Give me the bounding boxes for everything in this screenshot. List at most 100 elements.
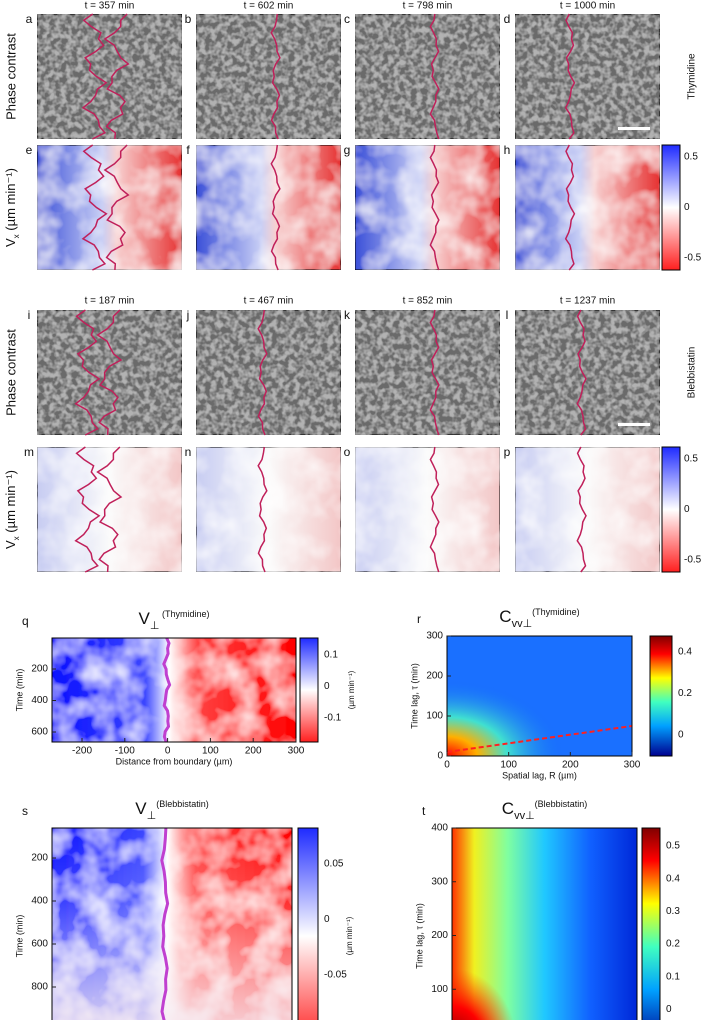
boundary-line [270,144,281,271]
velocity-map [354,144,501,271]
y-tick-label: 600 [31,727,48,738]
panel-label: k [344,308,351,322]
y-tick-label: 0 [437,751,443,762]
colorbar-unit: (µm min⁻¹) [345,916,354,955]
title-sup: (Thymidine) [159,609,209,619]
colorbar [661,446,681,573]
colorbar-tick-label: 0 [324,681,330,692]
colorbar-tick-label: 0 [678,730,684,741]
boundary-line [81,13,108,140]
scale-bar [618,423,650,426]
boundary-line [429,446,440,573]
panel-label: n [185,445,192,459]
colorbar [650,636,672,756]
phase-image [195,309,342,436]
phase-image [36,13,183,140]
velocity-map [514,446,661,573]
colorbar-tick-label: 0.4 [666,873,680,884]
drug-label: Thymidine [687,53,698,100]
colorbar-tick-label: 0.4 [678,647,692,658]
velocity-map [36,446,183,573]
time-label: t = 602 min [244,1,294,12]
velocity-map [36,144,183,271]
y-tick-label: 200 [431,930,448,941]
colorbar-tick-label: 0.5 [666,841,680,852]
row-label-sub: x [12,536,21,540]
x-tick-label: 200 [245,746,262,757]
title-main: V [135,799,147,818]
heatmap [52,638,296,742]
panel-label: f [186,143,190,157]
row-label-unit: (µm min⁻¹) [3,470,18,536]
phase-image [354,13,501,140]
y-axis-label: Time (min) [14,915,24,958]
title-sup: (Blebbistatin) [535,799,588,809]
heatmap-overlay [52,828,292,1020]
time-label: t = 187 min [85,296,135,307]
colorbar-tick-label: 0.3 [666,906,680,917]
boundary-line [96,309,123,436]
plot-title: Cvv⊥(Blebbistatin) [502,799,587,822]
colorbar-tick-label: 0 [666,1004,672,1015]
y-tick-label: 100 [431,984,448,995]
panel-label: d [504,12,511,26]
time-label: t = 852 min [403,296,453,307]
plot-frame [446,635,633,757]
panel-label: i [28,308,31,322]
title-sub: vv⊥ [512,618,533,630]
panel-label: e [26,143,33,157]
colorbar [300,638,318,742]
boundary-line [257,309,268,436]
time-label: t = 467 min [244,296,294,307]
x-tick-label: 300 [624,760,641,771]
velocity-map [195,446,342,573]
time-label: t = 1000 min [560,1,615,12]
colorbar-tick-label: -0.5 [684,253,702,264]
title-sup: (Blebbistatin) [156,799,209,809]
colorbar-tick-label: 0.1 [666,971,680,982]
panel-label: c [344,12,350,26]
time-label: t = 798 min [403,1,453,12]
title-sub: vv⊥ [514,810,535,822]
colorbar-tick-label: -0.05 [324,970,347,981]
colorbar-frame [297,827,319,1020]
plot-title: V⊥ (Thymidine) [139,609,210,632]
colorbar-tick-label: 0 [684,504,690,515]
boundary-line [429,309,440,436]
boundary-line [564,13,576,140]
panel-label: j [186,308,190,322]
colorbar-tick-label: -0.1 [324,713,342,724]
panel-label: a [26,12,33,26]
time-label: t = 1237 min [560,296,615,307]
x-tick-label: -100 [115,746,135,757]
y-tick-label: 300 [431,876,448,887]
colorbar [642,828,660,1020]
phase-image [514,13,661,140]
boundary-line [429,13,440,140]
scale-bar [618,127,650,130]
y-axis-label: Time (min) [14,669,24,712]
y-axis-label: Time lag, τ (min) [414,903,424,969]
drug-label: Blebbistatin [687,347,698,399]
colorbar-tick-label: 0.2 [678,688,692,699]
y-tick-label: 200 [426,671,443,682]
colorbar-tick-label: 0.1 [324,650,338,661]
colorbar-tick-label: 0.5 [684,454,698,465]
plot-title: V⊥(Blebbistatin) [135,799,208,822]
time-label: t = 357 min [85,1,135,12]
y-tick-label: 200 [31,853,48,864]
colorbar [298,828,318,1020]
colorbar-tick-label: -0.5 [684,555,702,566]
title-sub: ⊥ [150,620,160,632]
boundary-line [270,13,281,140]
heatmap-blob [447,636,632,756]
row-label: Vx (µm min⁻¹) [3,168,20,247]
phase-image [36,309,183,436]
boundary-line [576,309,587,436]
boundary-line [96,446,123,573]
x-axis-label: Spatial lag, R (µm) [502,770,577,780]
boundary-line [103,144,130,271]
phase-image [354,309,501,436]
